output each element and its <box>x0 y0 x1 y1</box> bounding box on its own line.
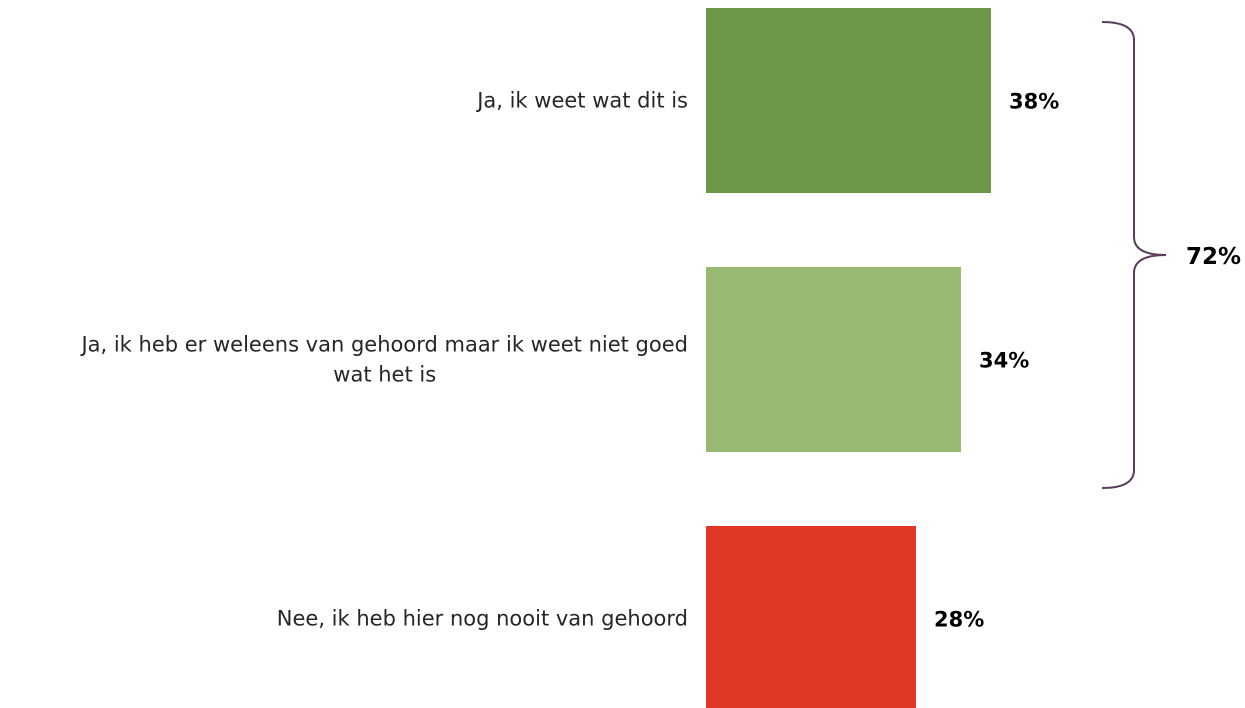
category-label-2: Ja, ik heb er weleens van gehoord maar i… <box>79 333 688 387</box>
bracket-brace <box>1101 21 1167 489</box>
category-label-line: wat het is <box>333 363 436 387</box>
bracket-total-label: 72% <box>1186 244 1241 270</box>
category-labels-group: Ja, ik weet wat dit is Ja, ik heb er wele… <box>79 89 688 631</box>
value-labels-group: 38% 34% 28% <box>934 90 1059 632</box>
category-label-3: Nee, ik heb hier nog nooit van gehoord <box>277 607 688 631</box>
value-label-1: 38% <box>1009 90 1059 114</box>
bars-group <box>706 8 991 708</box>
value-label-2: 34% <box>979 349 1029 373</box>
bar-3 <box>706 526 916 708</box>
bar-2 <box>706 267 961 452</box>
value-label-3: 28% <box>934 608 984 632</box>
bar-1 <box>706 8 991 193</box>
category-label-1: Ja, ik weet wat dit is <box>475 89 688 113</box>
category-label-line: Ja, ik heb er weleens van gehoord maar i… <box>79 333 688 357</box>
